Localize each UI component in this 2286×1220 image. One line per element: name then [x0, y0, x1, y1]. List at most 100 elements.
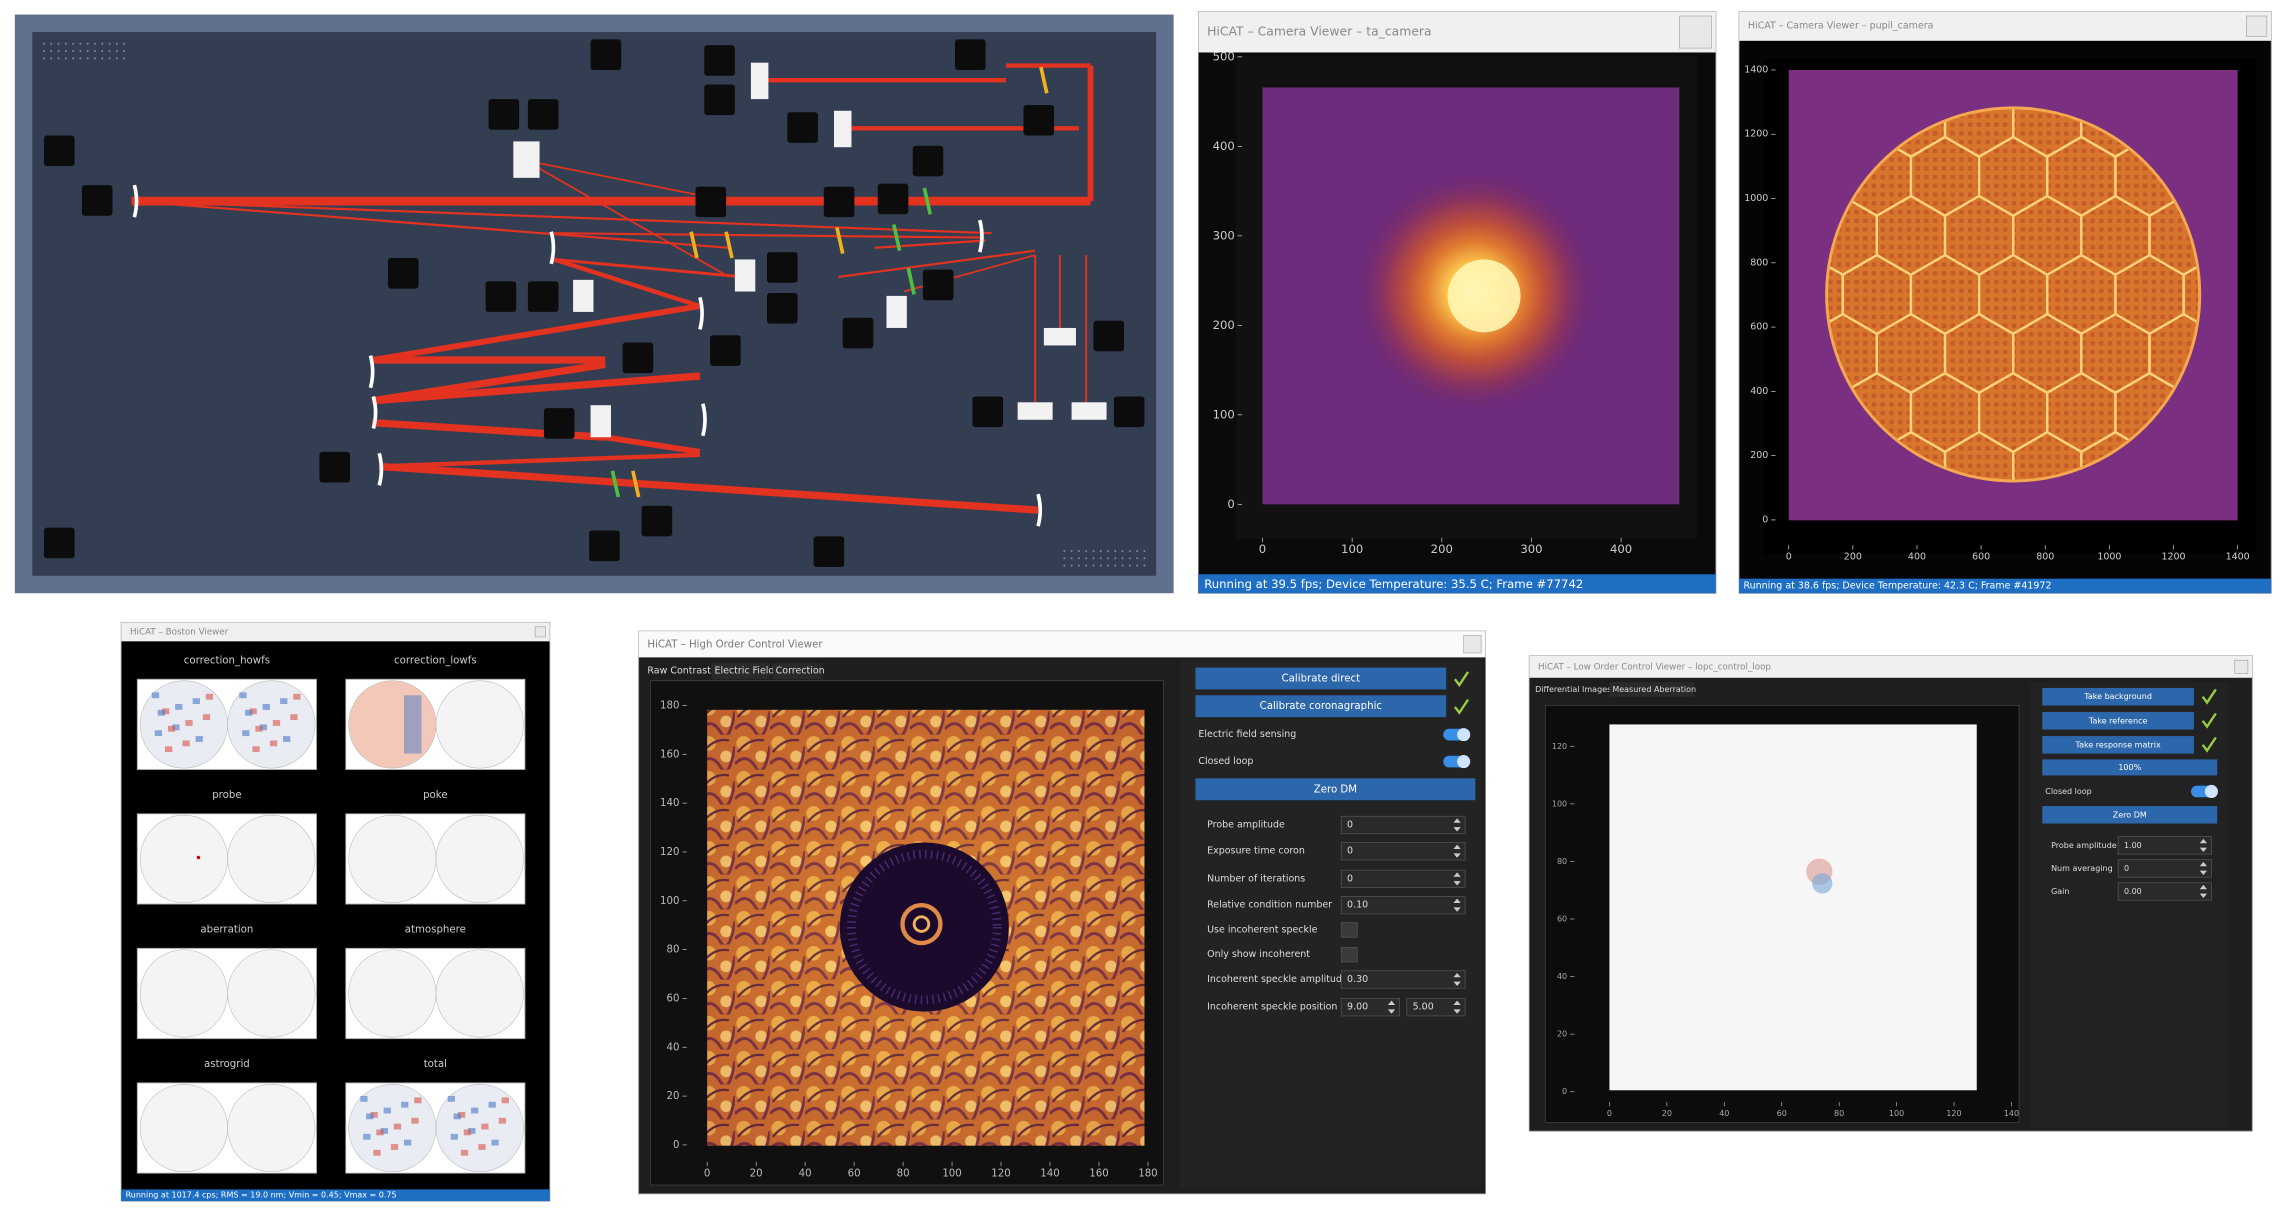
y-tick-label: 120: [660, 847, 679, 858]
y-tick-label: 140: [660, 798, 679, 809]
mirror: [977, 219, 984, 253]
bench: [32, 32, 1157, 576]
bench-hole: [101, 57, 104, 60]
actuator-pattern: [164, 746, 173, 753]
x-tick-label: 20: [750, 1168, 763, 1179]
instrument-icon: [877, 183, 909, 215]
bench-hole: [93, 42, 97, 45]
panel-title: atmosphere: [405, 924, 466, 935]
bench-hole: [1136, 549, 1139, 552]
actuator-pattern: [478, 1144, 486, 1150]
x-tick-label: 180: [1138, 1168, 1157, 1179]
actuator-pattern: [404, 1139, 412, 1146]
instrument-icon: [710, 335, 741, 366]
spin-box[interactable]: [2117, 836, 2212, 855]
filter: [835, 226, 845, 255]
bench-hole: [1077, 564, 1080, 567]
title-bar: [1198, 11, 1716, 53]
dm-surface: [348, 814, 437, 903]
dm-surface: [227, 949, 316, 1038]
bench-hole: [1077, 557, 1080, 560]
title-bar: [121, 622, 550, 642]
filter: [631, 470, 641, 498]
spin-box[interactable]: [1340, 842, 1466, 861]
button[interactable]: [1195, 778, 1476, 801]
y-tick-label: 0: [673, 1140, 679, 1151]
field-value: 5.00: [1413, 1002, 1434, 1013]
button[interactable]: [2042, 736, 2194, 754]
spin-box[interactable]: [1406, 998, 1466, 1017]
y-tick-label: 40: [1557, 972, 1567, 981]
x-tick-label: 20: [1662, 1109, 1672, 1118]
bench-hole: [79, 57, 82, 60]
actuator-pattern: [401, 1101, 409, 1108]
core-ring: [912, 915, 931, 933]
spin-box[interactable]: [2117, 882, 2212, 901]
x-tick-label: 600: [1972, 551, 1990, 562]
bench-hole: [1114, 557, 1117, 560]
spin-arrows: [1387, 1000, 1396, 1014]
button[interactable]: [2042, 712, 2194, 730]
laser-beam: [554, 232, 985, 239]
status-text: Running at 39.5 fps; Device Temperature:…: [1204, 577, 1583, 591]
optic: [750, 62, 769, 100]
tab[interactable]: [772, 663, 823, 680]
instrument-icon: [954, 39, 986, 70]
dm-surface: [227, 680, 316, 769]
button[interactable]: [1195, 667, 1447, 690]
core-ring: [900, 902, 943, 946]
close-button[interactable]: [2234, 659, 2249, 674]
bench-hole: [64, 42, 67, 45]
tab[interactable]: [644, 663, 709, 680]
instrument-icon: [766, 252, 798, 283]
dm-surface: [435, 1084, 524, 1173]
close-button[interactable]: [534, 626, 546, 638]
tab[interactable]: [1532, 682, 1608, 697]
filter: [610, 470, 621, 498]
y-tick-label: 1400: [1744, 64, 1768, 75]
instrument-icon: [485, 281, 517, 312]
checkbox[interactable]: [1340, 922, 1358, 938]
field-label: Only show incoherent: [1207, 949, 1310, 960]
tab[interactable]: [1609, 682, 1694, 697]
laser-beam: [553, 257, 701, 309]
checkbox[interactable]: [1340, 947, 1358, 963]
instrument-icon: [1023, 104, 1055, 136]
button[interactable]: [1195, 695, 1447, 718]
field-label: Probe amplitude: [1207, 819, 1285, 830]
tab-label: Correction: [776, 666, 825, 677]
bench-hole: [1136, 557, 1139, 560]
optic: [886, 295, 907, 328]
close-button[interactable]: [1463, 635, 1482, 654]
filter: [891, 224, 902, 252]
y-tick-label: 60: [667, 993, 680, 1004]
x-tick-label: 200: [1844, 551, 1862, 562]
close-button[interactable]: [1679, 15, 1712, 49]
spin-box[interactable]: [1340, 970, 1466, 989]
spin-box[interactable]: [1340, 869, 1466, 889]
spin-box[interactable]: [1340, 815, 1466, 835]
spin-box[interactable]: [1340, 998, 1400, 1017]
pupil: [1826, 107, 2200, 482]
y-tick-label: 80: [1557, 857, 1567, 866]
mirror: [698, 296, 704, 330]
tab[interactable]: [711, 663, 770, 680]
spin-box[interactable]: [1340, 896, 1466, 915]
instrument-icon: [922, 269, 954, 301]
panel-title: poke: [423, 790, 448, 801]
bench-hole: [1092, 549, 1095, 552]
check-mark: [1453, 671, 1470, 688]
y-tick-label: 60: [1557, 915, 1567, 924]
residual: [1812, 873, 1833, 894]
spin-box[interactable]: [2117, 859, 2212, 878]
bench-hole: [50, 57, 53, 60]
y-tick-label: 200: [1213, 318, 1235, 332]
bench-hole: [123, 49, 126, 53]
button[interactable]: [2042, 806, 2218, 824]
close-button[interactable]: [2246, 15, 2268, 37]
x-tick-label: 300: [1520, 542, 1542, 556]
button[interactable]: [2042, 687, 2194, 706]
title-bar: [1739, 11, 2272, 41]
actuator-pattern: [290, 714, 298, 721]
